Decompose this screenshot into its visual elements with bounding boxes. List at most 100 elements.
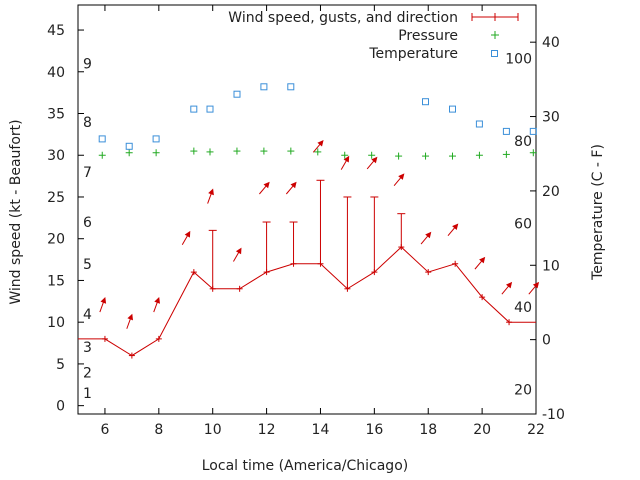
- fahrenheit-label: 40: [514, 300, 532, 316]
- legend-swatch-temperature: [491, 50, 498, 57]
- direction-arrow: [528, 281, 540, 295]
- x-tick-label: 8: [154, 422, 163, 438]
- gust-bar: [343, 196, 352, 289]
- direction-arrow-head: [184, 230, 191, 238]
- fahrenheit-label: 60: [514, 217, 532, 233]
- direction-arrow: [153, 297, 160, 313]
- gust-bar: [208, 229, 217, 289]
- wind-speed-point: [236, 285, 243, 292]
- y-right-tick-label: 0: [542, 333, 551, 349]
- temperature-point: [502, 127, 510, 135]
- wind-series: [78, 244, 536, 359]
- beaufort-label: 5: [83, 257, 92, 273]
- gust-bar: [289, 221, 298, 264]
- gust-bar: [397, 213, 406, 248]
- wind-speed-point: [263, 269, 270, 276]
- wind-speed-point: [190, 269, 197, 276]
- gust-bars: [208, 179, 406, 289]
- temperature-point: [125, 142, 133, 150]
- direction-arrow-head: [235, 247, 242, 255]
- wind-speed-point: [371, 269, 378, 276]
- y-left-tick-label: 30: [47, 148, 65, 164]
- legend-label-temperature: Temperature: [368, 46, 458, 62]
- pressure-point: [502, 150, 510, 158]
- direction-arrow-head: [425, 231, 432, 239]
- axes: 6 8 10 12 14 16 18 20 22051015202530354045-10010…: [47, 4, 565, 438]
- gust-bar: [370, 196, 379, 273]
- pressure-point: [287, 147, 295, 155]
- wind-speed-point: [155, 335, 162, 342]
- wind-speed-point: [209, 285, 216, 292]
- direction-arrow: [285, 181, 297, 195]
- direction-arrow: [420, 231, 432, 245]
- y-left-tick-label: 25: [47, 190, 65, 206]
- pressure-point: [395, 152, 403, 160]
- wind-speed-line: [78, 246, 536, 357]
- gust-bar: [316, 179, 325, 264]
- y-left-tick-label: 20: [47, 232, 65, 248]
- pressure-point: [368, 151, 376, 159]
- beaufort-label: 4: [83, 307, 92, 323]
- y-right-tick-label: 30: [542, 110, 560, 126]
- wind-speed-point: [317, 260, 324, 267]
- direction-arrow-head: [371, 156, 378, 164]
- legend-label-pressure: Pressure: [398, 28, 458, 44]
- gust-bar: [262, 221, 271, 273]
- temperature-point: [475, 120, 483, 128]
- beaufort-label: 7: [83, 165, 92, 181]
- beaufort-label: 6: [83, 215, 92, 231]
- temperature-series: [98, 83, 537, 150]
- wind-speed-point: [506, 319, 513, 326]
- direction-arrow: [340, 155, 350, 170]
- y-right-tick-label: -10: [542, 407, 565, 423]
- y-right-tick-label: 10: [542, 258, 560, 274]
- direction-arrow-head: [208, 188, 214, 196]
- wind-speed-point: [290, 260, 297, 267]
- plot-frame: [77, 4, 537, 415]
- temperature-point: [206, 105, 214, 113]
- direction-arrow: [447, 223, 459, 237]
- beaufort-label: 9: [83, 56, 92, 72]
- x-tick-label: 20: [473, 422, 491, 438]
- y-left-tick-label: 40: [47, 65, 65, 81]
- beaufort-label: 1: [83, 386, 92, 402]
- direction-arrow-head: [398, 173, 405, 180]
- temperature-point: [152, 135, 160, 143]
- y-left-tick-label: 45: [47, 23, 65, 39]
- direction-arrow-head: [154, 297, 160, 304]
- temperature-point: [449, 105, 456, 113]
- wind-speed-point: [398, 244, 405, 251]
- pressure-point: [206, 148, 214, 156]
- beaufort-label: 3: [83, 340, 92, 356]
- pressure-point: [475, 151, 483, 159]
- x-tick-label: 12: [258, 422, 276, 438]
- pressure-point: [152, 149, 160, 157]
- wind-speed-point: [101, 335, 108, 342]
- temperature-point: [233, 90, 241, 98]
- fahrenheit-label: 100: [505, 52, 532, 68]
- wind-speed-point: [452, 260, 459, 267]
- direction-arrow: [474, 256, 486, 270]
- direction-arrow-head: [452, 223, 459, 230]
- y-left-tick-label: 0: [56, 399, 65, 415]
- direction-arrow: [312, 140, 324, 153]
- temperature-point: [190, 105, 198, 113]
- y-right-tick-label: 40: [542, 35, 560, 51]
- x-tick-label: 16: [365, 422, 383, 438]
- y-left-tick-label: 15: [47, 273, 65, 289]
- wind-speed-point: [128, 352, 135, 359]
- pressure-point: [529, 149, 537, 157]
- x-tick-label: 10: [204, 422, 222, 438]
- direction-arrow: [233, 247, 242, 262]
- direction-arrow-head: [127, 313, 133, 321]
- pressure-point: [260, 147, 268, 155]
- wind-speed-point: [479, 294, 486, 301]
- legend-label-wind: Wind speed, gusts, and direction: [228, 10, 458, 26]
- direction-arrow-head: [100, 297, 107, 304]
- y-axis-label-right: Temperature (C - F): [590, 144, 606, 281]
- fahrenheit-label: 80: [514, 134, 532, 150]
- x-axis-label: Local time (America/Chicago): [202, 458, 408, 474]
- pressure-point: [190, 147, 198, 155]
- direction-arrow: [181, 230, 191, 246]
